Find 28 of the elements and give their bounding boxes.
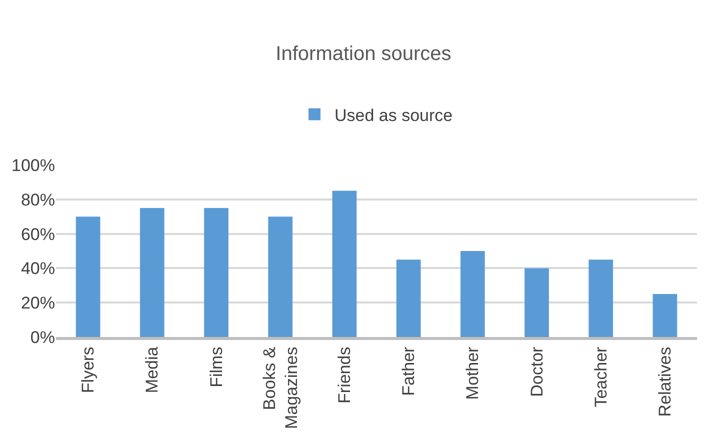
y-tick-label: 80%: [20, 190, 55, 210]
y-tick-label: 20%: [20, 294, 55, 313]
x-tick-label: Teacher: [591, 346, 610, 408]
x-tick-label: Father: [399, 346, 418, 396]
x-tick-label: Flyers: [78, 346, 98, 394]
y-tick-label: 100%: [12, 156, 55, 175]
bar: [460, 251, 485, 337]
bar: [524, 268, 549, 337]
bar: [332, 190, 357, 337]
bar: [76, 216, 100, 337]
y-tick-label: 60%: [20, 224, 55, 244]
x-tick-label: Doctor: [527, 346, 546, 397]
x-tick-label: Friends: [334, 346, 354, 404]
bar: [140, 208, 164, 337]
x-tick-label: Books & Magazines: [260, 346, 301, 430]
bar: [652, 294, 678, 337]
y-tick-label: 0%: [30, 328, 55, 347]
bar: [268, 216, 293, 337]
legend-label: Used as source: [334, 106, 453, 125]
x-tick-label: Media: [142, 346, 162, 394]
x-tick-label: Mother: [463, 346, 482, 400]
x-tick-label: Relatives: [655, 346, 674, 417]
x-tick-label: Films: [206, 346, 226, 388]
bar: [396, 260, 421, 337]
chart-title: Information sources: [276, 42, 452, 65]
bar: [588, 260, 614, 337]
y-tick-label: 40%: [20, 259, 55, 278]
bar: [204, 208, 228, 337]
